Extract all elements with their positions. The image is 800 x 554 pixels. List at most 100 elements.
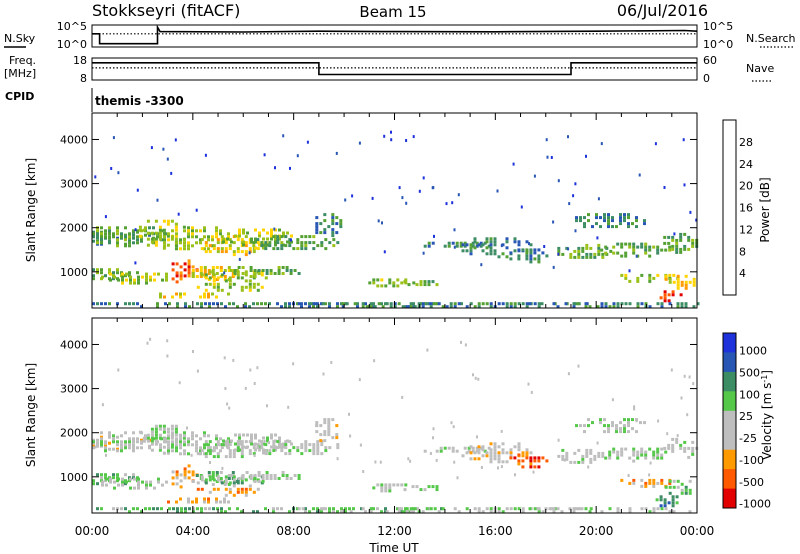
velocity-panel-cell — [474, 376, 477, 380]
velocity-panel-cell — [166, 436, 170, 440]
velocity-panel-cell — [187, 437, 190, 441]
power-panel-cell — [607, 219, 610, 223]
power-panel-cell — [643, 219, 646, 223]
power-panel-cell — [505, 305, 509, 309]
power-panel-cell — [664, 277, 668, 281]
velocity-panel-cell — [105, 477, 108, 481]
velocity-panel-cell — [320, 510, 323, 514]
velocity-panel-cell — [541, 510, 545, 514]
power-panel-cell — [289, 166, 291, 170]
velocity-panel-cell — [132, 446, 135, 450]
power-panel-cell — [296, 247, 300, 251]
power-panel-cell — [648, 248, 652, 252]
power-panel-cell — [656, 251, 660, 255]
velocity-panel-cell — [679, 446, 683, 450]
velocity-panel-cell — [397, 510, 401, 514]
velocity-panel-cell — [530, 390, 533, 394]
power-panel-cell — [656, 248, 660, 252]
power-panel-cell — [224, 279, 228, 283]
y-tick-label: 3000 — [60, 178, 88, 191]
power-panel-cell — [187, 226, 190, 230]
velocity-panel-cell — [332, 507, 335, 511]
power-panel-cell — [153, 272, 156, 276]
power-panel-cell — [132, 241, 135, 245]
velocity-panel-cell — [258, 445, 261, 449]
power-panel-cell — [505, 237, 509, 241]
velocity-panel-cell — [656, 456, 660, 460]
power-panel-cell — [144, 233, 147, 237]
power-panel-cell — [120, 232, 123, 236]
velocity-panel-cell — [257, 480, 261, 483]
velocity-panel-cell — [616, 510, 620, 514]
power-panel-cell — [240, 238, 244, 242]
power-panel-cell — [227, 232, 230, 236]
power-panel-cell — [393, 302, 397, 306]
power-panel-cell — [297, 272, 301, 275]
velocity-panel-cell — [352, 507, 355, 511]
power-frame — [91, 112, 698, 309]
velocity-panel-cell — [616, 456, 620, 460]
power-panel-cell — [177, 212, 180, 216]
power-panel-cell — [129, 278, 132, 282]
power-panel-cell — [557, 249, 561, 253]
velocity-panel-cell — [184, 507, 187, 511]
velocity-panel-cell — [191, 437, 194, 441]
power-panel-cell — [222, 240, 225, 244]
power-panel-cell — [216, 302, 219, 306]
velocity-panel-cell — [322, 372, 325, 376]
power-panel-cell — [124, 226, 127, 230]
velocity-panel-cell — [216, 452, 220, 456]
power-panel-cell — [96, 241, 99, 245]
power-panel-cell — [252, 244, 256, 248]
velocity-panel-cell — [413, 507, 417, 511]
power-panel-cell — [533, 302, 537, 306]
velocity-panel-cell — [154, 439, 158, 443]
power-panel-cell — [577, 246, 581, 250]
velocity-panel-cell — [248, 449, 252, 453]
velocity-panel-cell — [140, 438, 143, 442]
velocity-panel-cell — [150, 436, 154, 440]
velocity-panel-cell — [171, 443, 174, 447]
power-panel-cell — [308, 302, 311, 306]
velocity-panel-cell — [509, 456, 513, 460]
velocity-panel-cell — [249, 477, 253, 480]
velocity-panel-cell — [232, 452, 236, 456]
power-panel-cell — [459, 244, 463, 248]
velocity-panel-cell — [140, 510, 143, 514]
velocity-panel-cell — [643, 421, 646, 425]
power-panel-cell — [138, 225, 142, 229]
power-panel-cell — [431, 280, 435, 284]
velocity-panel-cell — [281, 471, 285, 474]
power-panel-cell — [277, 266, 281, 269]
velocity-panel-cell — [226, 439, 229, 443]
velocity-panel-cell — [237, 477, 241, 480]
power-panel-cell — [525, 302, 529, 306]
power-panel-cell — [282, 231, 285, 235]
power-panel-cell — [244, 270, 248, 274]
power-panel-cell — [668, 277, 672, 281]
velocity-panel-cell — [501, 448, 505, 452]
power-panel-cell — [648, 254, 652, 258]
velocity-panel-cell — [116, 473, 119, 477]
power-panel-cell — [250, 240, 253, 244]
velocity-panel-cell — [600, 510, 604, 514]
power-panel-cell — [117, 278, 120, 282]
power-panel-cell — [241, 266, 245, 269]
power-panel-cell — [164, 302, 167, 306]
velocity-panel-cell — [166, 339, 169, 343]
power-panel-cell — [597, 246, 601, 250]
power-panel-cell — [154, 243, 158, 247]
power-panel-cell — [324, 247, 328, 251]
velocity-panel-cell — [228, 406, 231, 410]
velocity-panel-cell — [472, 373, 474, 377]
power-panel-cell — [569, 252, 573, 256]
velocity-panel-cell — [684, 488, 688, 492]
velocity-panel-cell — [319, 439, 323, 443]
velocity-panel-cell — [104, 449, 107, 453]
power-panel-cell — [163, 238, 166, 242]
power-panel-cell — [199, 229, 202, 233]
power-panel-cell — [321, 302, 325, 306]
velocity-panel-cell — [175, 437, 178, 441]
velocity-panel-cell — [182, 436, 186, 440]
velocity-panel-cell — [203, 500, 206, 504]
